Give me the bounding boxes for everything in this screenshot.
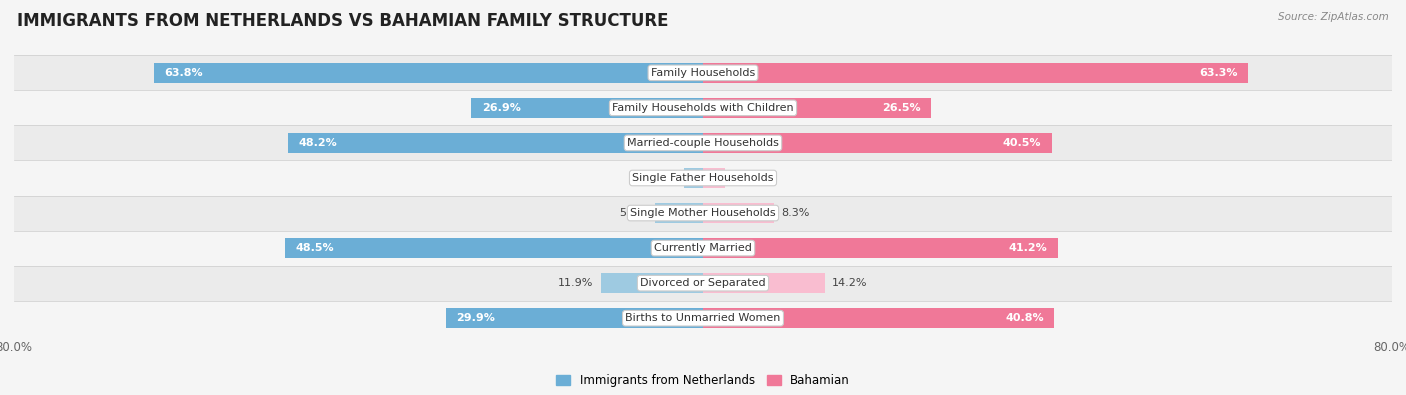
Bar — [14, 231, 1392, 265]
Text: 63.8%: 63.8% — [165, 68, 202, 78]
Bar — [703, 63, 1249, 83]
Bar — [685, 168, 703, 188]
Text: 2.5%: 2.5% — [731, 173, 759, 183]
Bar — [655, 203, 703, 223]
Text: Married-couple Households: Married-couple Households — [627, 138, 779, 148]
Text: 26.9%: 26.9% — [482, 103, 520, 113]
Text: Births to Unmarried Women: Births to Unmarried Women — [626, 313, 780, 323]
Text: 48.5%: 48.5% — [295, 243, 335, 253]
Text: 14.2%: 14.2% — [832, 278, 868, 288]
Text: 63.3%: 63.3% — [1199, 68, 1237, 78]
Text: 11.9%: 11.9% — [558, 278, 593, 288]
Text: Single Father Households: Single Father Households — [633, 173, 773, 183]
Text: 29.9%: 29.9% — [456, 313, 495, 323]
Bar — [703, 133, 1052, 153]
Legend: Immigrants from Netherlands, Bahamian: Immigrants from Netherlands, Bahamian — [551, 369, 855, 391]
Bar — [14, 265, 1392, 301]
Bar — [153, 63, 703, 83]
Text: Single Mother Households: Single Mother Households — [630, 208, 776, 218]
Text: 40.8%: 40.8% — [1005, 313, 1045, 323]
Text: 26.5%: 26.5% — [882, 103, 921, 113]
Bar — [703, 308, 1054, 328]
Bar — [288, 133, 703, 153]
Bar — [703, 238, 1057, 258]
Text: Currently Married: Currently Married — [654, 243, 752, 253]
Bar — [285, 238, 703, 258]
Bar — [703, 273, 825, 293]
Text: 48.2%: 48.2% — [298, 138, 337, 148]
Bar — [703, 203, 775, 223]
Bar — [14, 196, 1392, 231]
Text: Source: ZipAtlas.com: Source: ZipAtlas.com — [1278, 12, 1389, 22]
Bar — [14, 90, 1392, 125]
Text: Family Households with Children: Family Households with Children — [612, 103, 794, 113]
Text: Divorced or Separated: Divorced or Separated — [640, 278, 766, 288]
Bar — [14, 55, 1392, 90]
Text: 5.6%: 5.6% — [620, 208, 648, 218]
Bar — [14, 301, 1392, 336]
Bar — [471, 98, 703, 118]
Text: 8.3%: 8.3% — [782, 208, 810, 218]
Bar — [600, 273, 703, 293]
Text: 2.2%: 2.2% — [648, 173, 678, 183]
Bar — [446, 308, 703, 328]
Text: 41.2%: 41.2% — [1008, 243, 1047, 253]
Bar — [703, 168, 724, 188]
Bar — [14, 126, 1392, 160]
Text: Family Households: Family Households — [651, 68, 755, 78]
Text: 40.5%: 40.5% — [1002, 138, 1042, 148]
Bar — [14, 160, 1392, 196]
Bar — [703, 98, 931, 118]
Text: IMMIGRANTS FROM NETHERLANDS VS BAHAMIAN FAMILY STRUCTURE: IMMIGRANTS FROM NETHERLANDS VS BAHAMIAN … — [17, 12, 668, 30]
